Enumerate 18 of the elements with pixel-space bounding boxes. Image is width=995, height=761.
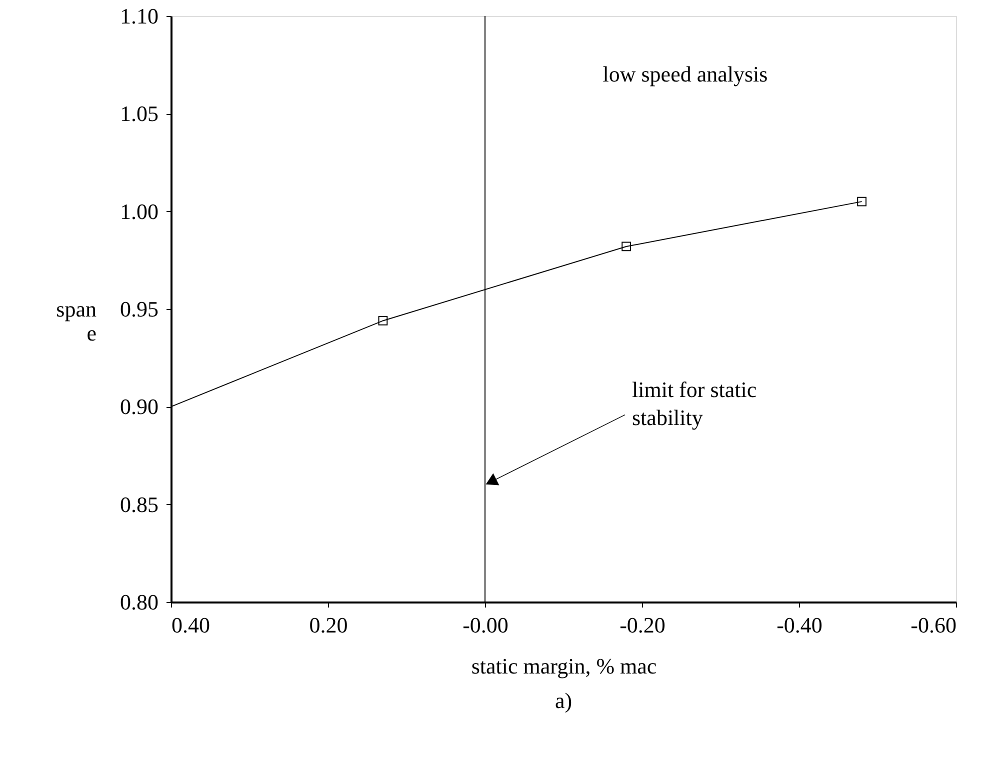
annotation: limit for static stability	[632, 376, 757, 430]
x-tick-label: -0.60	[910, 612, 956, 638]
x-axis-title: static margin, % mac	[471, 654, 657, 678]
y-tick-label: 0.90	[120, 394, 158, 420]
x-tick-label: 0.40	[172, 612, 210, 638]
y-tick-label: 1.00	[120, 198, 158, 224]
y-tick-label: 0.95	[120, 296, 158, 322]
annotation: low speed analysis	[602, 62, 768, 87]
x-tick-label: 0.20	[309, 612, 348, 638]
y-axis-title: span e	[56, 296, 96, 346]
y-tick-label: 1.05	[120, 101, 158, 126]
x-tick-label: -0.20	[620, 612, 666, 638]
x-tick-label: -0.00	[462, 612, 508, 638]
y-tick-label: 0.80	[120, 590, 158, 614]
x-tick-label: -0.40	[776, 612, 822, 638]
y-tick-label: 0.85	[120, 492, 158, 517]
y-tick-label: 1.10	[120, 4, 158, 28]
text: a)	[554, 688, 572, 713]
